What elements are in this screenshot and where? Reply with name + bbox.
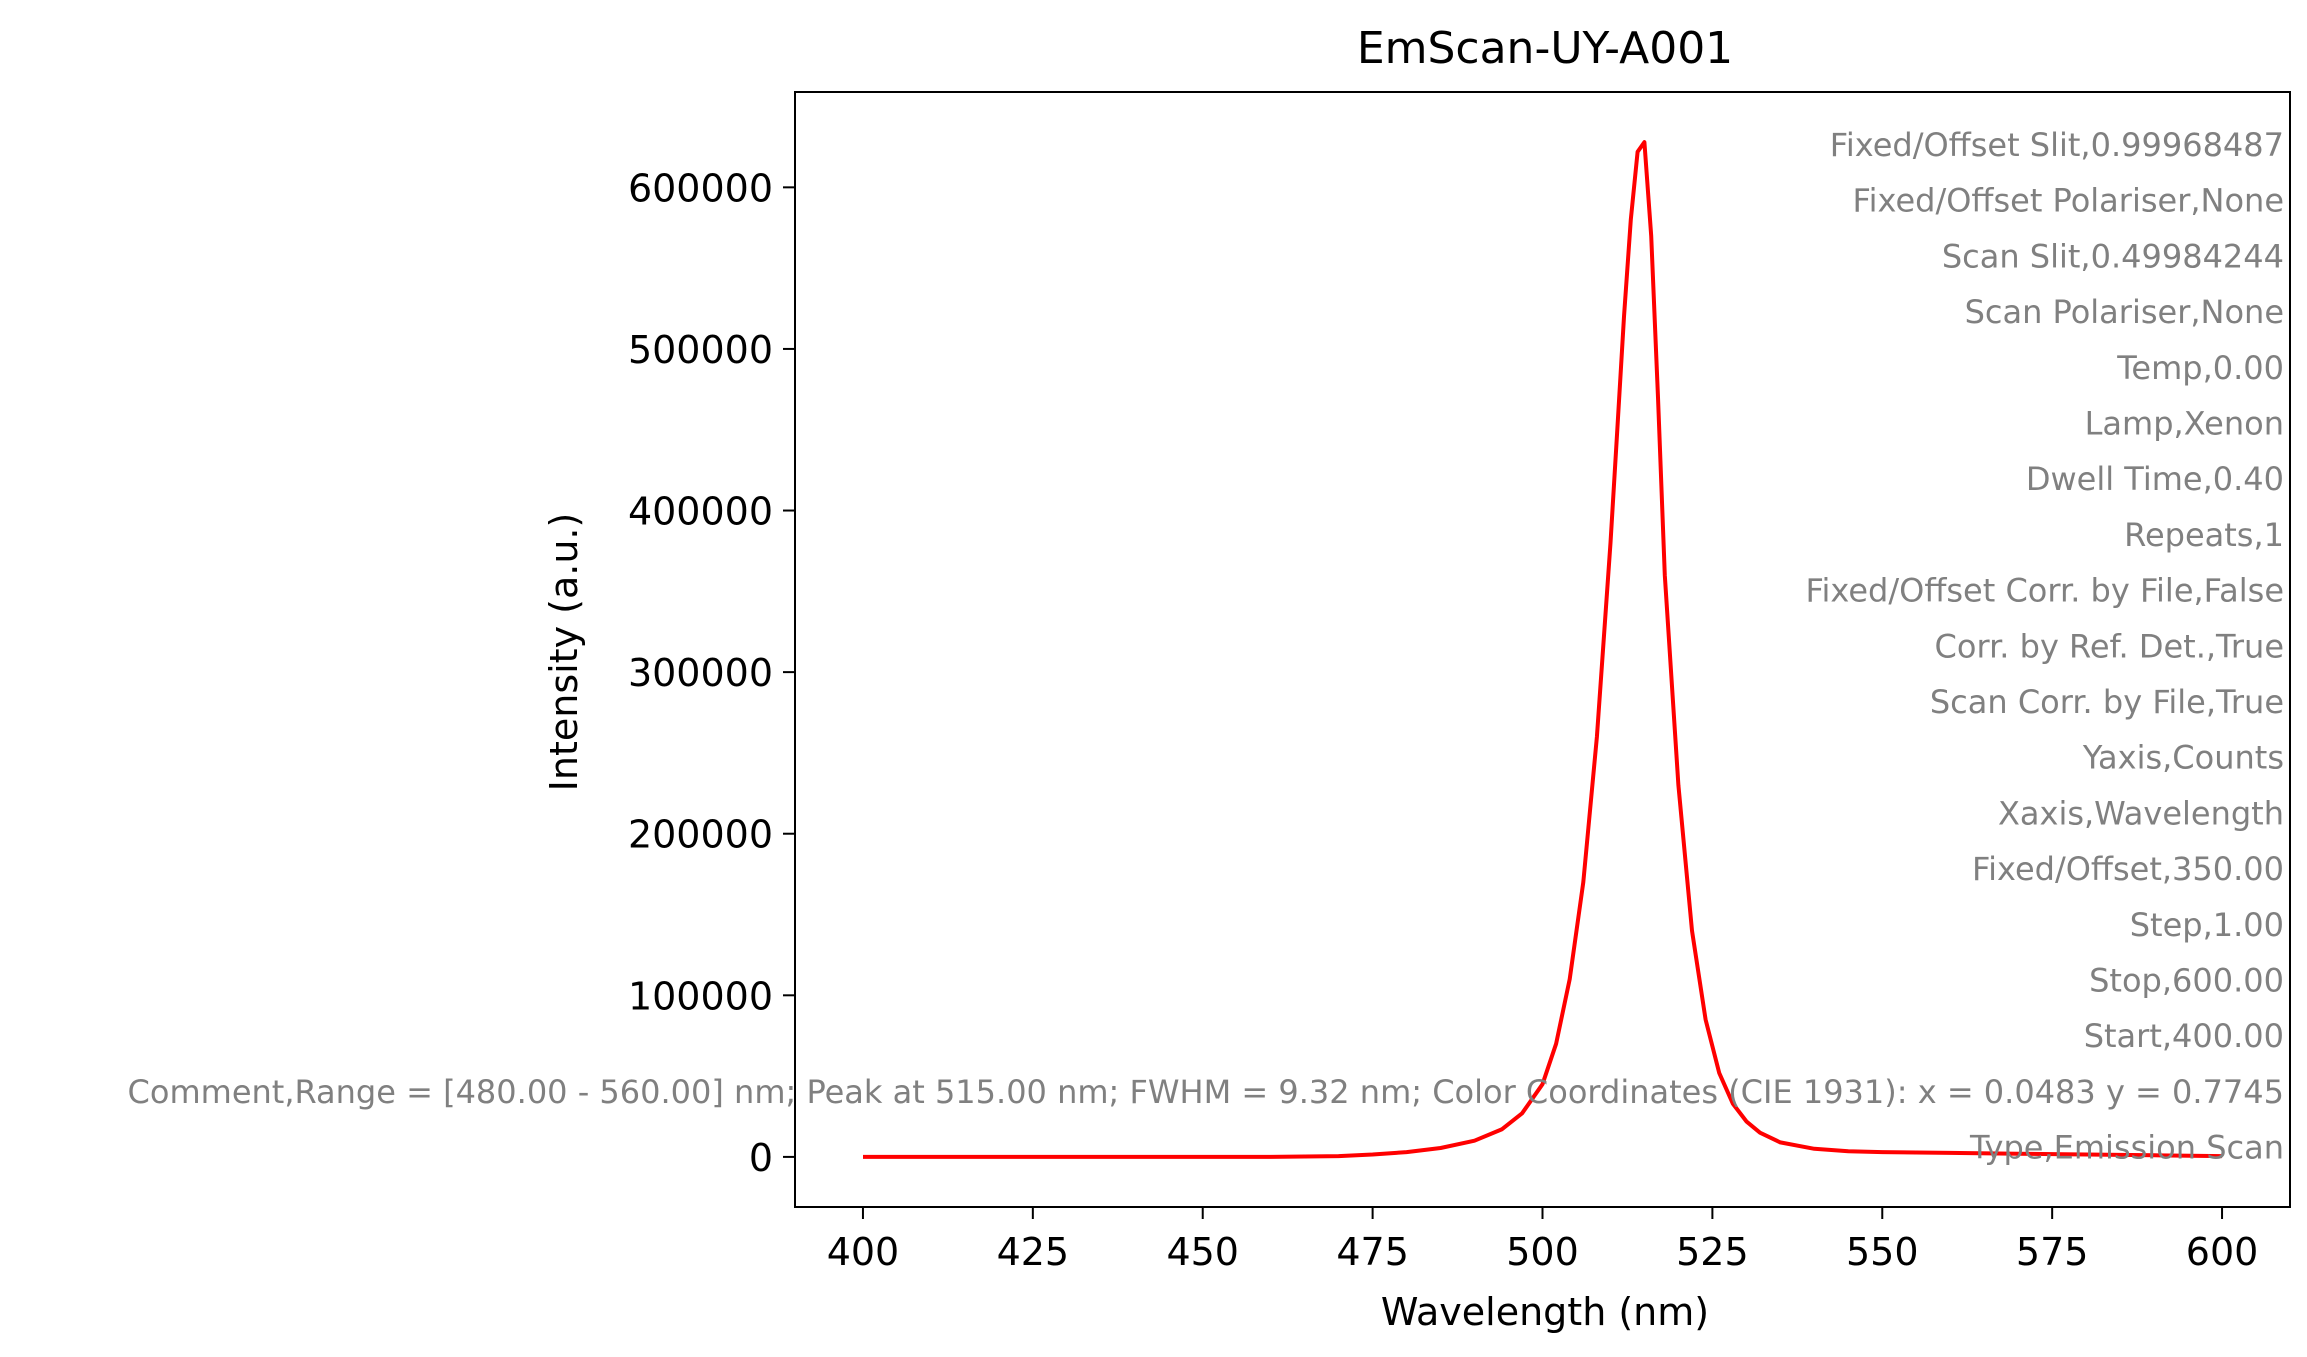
annotation-line: Scan Slit,0.49984244 xyxy=(1942,237,2284,275)
annotation-line: Fixed/Offset Polariser,None xyxy=(1853,182,2284,220)
annotation-line: Start,400.00 xyxy=(2084,1017,2284,1055)
y-tick-label: 300000 xyxy=(628,651,773,695)
chart-title: EmScan-UY-A001 xyxy=(1357,23,1733,74)
annotation-line: Xaxis,Wavelength xyxy=(1998,794,2284,832)
y-tick-label: 600000 xyxy=(628,166,773,210)
annotation-line: Step,1.00 xyxy=(2130,906,2284,944)
x-tick-label: 400 xyxy=(827,1230,900,1274)
annotation-line: Lamp,Xenon xyxy=(2085,405,2284,443)
series-line-0 xyxy=(863,140,2223,1159)
annotation-line: Fixed/Offset,350.00 xyxy=(1972,850,2284,888)
y-tick-label: 200000 xyxy=(628,813,773,857)
annotation-line: Stop,600.00 xyxy=(2089,962,2284,1000)
y-tick-label: 500000 xyxy=(628,328,773,372)
annotation-line: Repeats,1 xyxy=(2124,516,2284,554)
annotation-line: Scan Polariser,None xyxy=(1965,293,2284,331)
annotation-line: Fixed/Offset Corr. by File,False xyxy=(1805,572,2284,610)
x-tick-label: 600 xyxy=(2186,1230,2259,1274)
y-tick-label: 400000 xyxy=(628,490,773,534)
x-tick-label: 575 xyxy=(2016,1230,2089,1274)
annotation-line: Corr. by Ref. Det.,True xyxy=(1935,627,2284,665)
y-tick-label: 0 xyxy=(749,1136,773,1180)
annotation-line: Dwell Time,0.40 xyxy=(2026,460,2284,498)
x-tick-label: 425 xyxy=(997,1230,1070,1274)
x-tick-label: 500 xyxy=(1506,1230,1579,1274)
annotation-line: Yaxis,Counts xyxy=(2082,739,2284,777)
x-axis-label: Wavelength (nm) xyxy=(1381,1290,1709,1334)
annotation-line: Fixed/Offset Slit,0.99968487 xyxy=(1830,126,2284,164)
y-tick-label: 100000 xyxy=(628,974,773,1018)
x-tick-label: 525 xyxy=(1676,1230,1749,1274)
annotation-line: Type,Emission Scan xyxy=(1969,1129,2284,1167)
x-tick-label: 475 xyxy=(1336,1230,1409,1274)
annotation-line: Scan Corr. by File,True xyxy=(1930,683,2284,721)
annotation-line: Comment,Range = [480.00 - 560.00] nm; Pe… xyxy=(128,1073,2284,1111)
x-tick-label: 550 xyxy=(1846,1230,1919,1274)
annotation-line: Temp,0.00 xyxy=(2116,349,2284,387)
x-tick-label: 450 xyxy=(1166,1230,1239,1274)
y-axis-label: Intensity (a.u.) xyxy=(542,513,586,792)
